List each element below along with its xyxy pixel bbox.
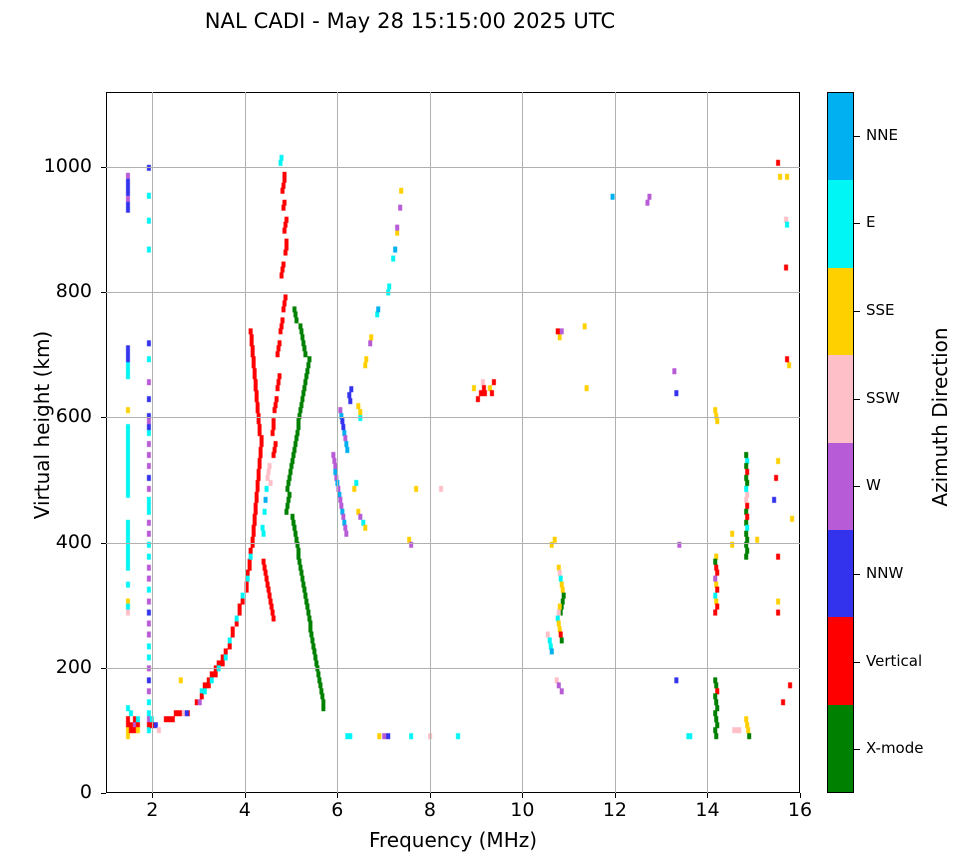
y-tick-label: 0 — [79, 781, 92, 803]
x-axis-label: Frequency (MHz) — [368, 828, 538, 852]
x-tick — [522, 793, 524, 798]
colorbar-segment-nne[interactable] — [828, 93, 853, 181]
y-axis-label: Virtual height (km) — [30, 330, 54, 520]
x-tick — [337, 793, 339, 798]
y-tick — [101, 417, 106, 419]
colorbar-label-nnw: NNW — [866, 563, 904, 582]
x-tick-label: 12 — [602, 799, 628, 821]
y-tick — [101, 667, 106, 669]
colorbar-title: Azimuth Direction — [928, 327, 952, 507]
y-tick — [101, 167, 106, 169]
y-tick — [101, 542, 106, 544]
y-tick-label: 600 — [55, 405, 92, 428]
colorbar-segment-vertical[interactable] — [828, 617, 853, 705]
colorbar-tick — [854, 311, 860, 313]
colorbar-label-e: E — [866, 213, 876, 232]
colorbar-label-x-mode: X-mode — [866, 739, 924, 758]
y-tick-label: 200 — [55, 655, 92, 678]
x-tick-label: 4 — [238, 799, 251, 821]
x-tick-label: 8 — [423, 799, 436, 821]
colorbar-tick — [854, 398, 860, 400]
colorbar-tick — [854, 223, 860, 225]
y-tick-label: 1000 — [43, 155, 92, 178]
colorbar[interactable] — [827, 92, 854, 793]
colorbar-segment-w[interactable] — [828, 442, 853, 530]
colorbar-segment-x-mode[interactable] — [828, 704, 853, 792]
colorbar-label-vertical: Vertical — [866, 651, 923, 670]
x-tick — [152, 793, 154, 798]
colorbar-label-ssw: SSW — [866, 388, 900, 407]
x-tick-label: 14 — [695, 799, 720, 821]
colorbar-label-w: W — [866, 476, 881, 495]
x-tick — [800, 793, 801, 798]
x-tick — [614, 793, 616, 798]
y-tick — [101, 292, 106, 294]
colorbar-label-nne: NNE — [866, 125, 898, 144]
colorbar-tick — [854, 749, 860, 751]
y-tick-label: 400 — [55, 530, 92, 553]
x-tick-label: 2 — [146, 799, 159, 821]
y-tick-label: 800 — [55, 280, 92, 303]
colorbar-tick — [854, 135, 860, 137]
x-tick — [707, 793, 709, 798]
colorbar-segment-nnw[interactable] — [828, 529, 853, 618]
colorbar-segment-sse[interactable] — [828, 267, 853, 356]
x-tick-label: 6 — [331, 799, 344, 821]
figure-title: NAL CADI - May 28 15:15:00 2025 UTC — [204, 9, 616, 33]
colorbar-tick — [854, 573, 860, 575]
x-tick-label: 10 — [510, 799, 535, 821]
x-tick — [244, 793, 246, 798]
colorbar-tick — [854, 661, 860, 663]
y-tick — [101, 793, 106, 794]
colorbar-segment-ssw[interactable] — [828, 355, 853, 443]
x-tick — [429, 793, 431, 798]
x-tick-label: 16 — [787, 799, 813, 821]
colorbar-tick — [854, 486, 860, 488]
colorbar-label-sse: SSE — [866, 301, 895, 320]
plot-area[interactable] — [106, 92, 800, 793]
colorbar-segment-e[interactable] — [828, 180, 853, 268]
ionogram-scatter-canvas — [107, 93, 799, 792]
